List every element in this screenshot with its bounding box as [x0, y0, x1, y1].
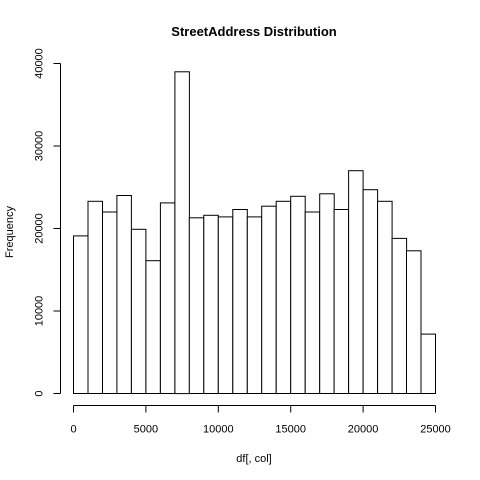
histogram-bar [116, 195, 132, 394]
histogram-bar [406, 250, 422, 394]
histogram-bar [203, 214, 219, 394]
histogram-bar [319, 193, 335, 394]
bars-group [73, 71, 436, 395]
histogram-bar [391, 237, 408, 394]
histogram-bar [290, 195, 306, 394]
x-tick-label: 5000 [134, 424, 158, 436]
histogram-bar [130, 228, 147, 394]
y-tick-label: 40000 [34, 48, 46, 79]
x-tick-label: 25000 [420, 424, 451, 436]
histogram-bar [348, 170, 364, 394]
x-tick-label: 15000 [275, 424, 306, 436]
x-axis-label: df[, col] [236, 453, 271, 465]
histogram-bar [420, 333, 436, 395]
histogram-bar [377, 200, 393, 394]
histogram-bar [102, 211, 118, 394]
histogram-bar [217, 216, 234, 394]
x-tick-label: 0 [70, 424, 76, 436]
histogram-bar [73, 235, 89, 394]
y-axis: 0 10000 20000 30000 40000 [34, 48, 61, 397]
x-tick-label: 10000 [203, 424, 234, 436]
histogram-bar [333, 209, 350, 394]
chart-title: StreetAddress Distribution [171, 24, 336, 39]
y-axis-label: Frequency [4, 206, 16, 258]
histogram-bar [87, 200, 103, 394]
x-axis: 0 5000 10000 15000 20000 25000 [70, 405, 451, 436]
histogram-bar [188, 217, 205, 394]
histogram-bar [304, 211, 321, 394]
histogram-bar [232, 209, 248, 394]
histogram-bar [159, 202, 176, 394]
y-tick-label: 20000 [34, 213, 46, 244]
y-tick-label: 10000 [34, 296, 46, 327]
histogram-bar [145, 260, 161, 395]
histogram-bar [275, 200, 292, 394]
histogram-bar [261, 205, 277, 394]
histogram-bar [246, 216, 263, 394]
y-tick-label: 30000 [34, 131, 46, 162]
x-tick-label: 20000 [348, 424, 379, 436]
y-tick-label: 0 [34, 390, 46, 396]
histogram-bar [174, 71, 190, 395]
histogram-bar [362, 189, 379, 394]
